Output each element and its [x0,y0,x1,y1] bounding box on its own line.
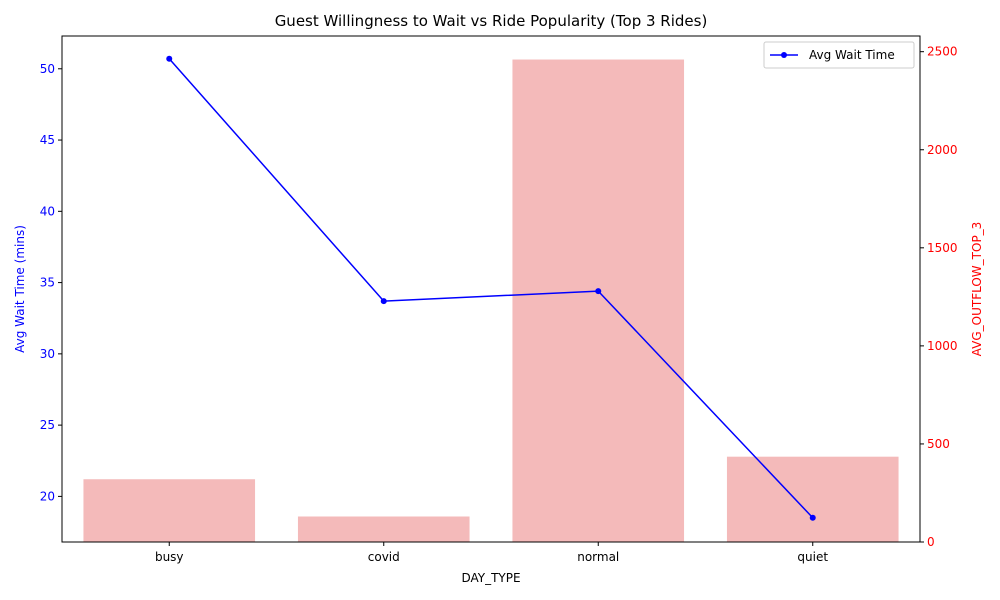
left-tick-label: 30 [40,347,55,361]
axes-layer: busy covid normal quiet20253035404550050010… [40,35,958,564]
right-tick-label: 500 [927,437,950,451]
right-tick-label: 1000 [927,339,958,353]
x-axis-label: DAY_TYPE [461,571,520,585]
legend-marker-swatch [781,52,787,58]
left-axis-label: Avg Wait Time (mins) [13,225,27,353]
left-tick-label: 20 [40,489,55,503]
right-tick-label: 2500 [927,45,958,59]
legend: Avg Wait Time [763,41,915,69]
right-tick-label: 2000 [927,143,958,157]
chart-title: Guest Willingness to Wait vs Ride Popula… [275,12,708,30]
x-tick-label: normal [577,550,619,564]
left-tick-label: 40 [40,204,55,218]
bar-quiet [726,456,899,542]
right-tick-label: 0 [927,535,935,549]
x-tick-label: busy [155,550,184,564]
x-tick-label: quiet [797,550,828,564]
wait-time-line [168,58,814,519]
wait-time-point-busy [166,55,173,62]
bar-covid [297,516,470,542]
right-tick-label: 1500 [927,241,958,255]
bar-busy [83,479,256,542]
right-axis-label: AVG_OUTFLOW_TOP_3 [970,222,984,357]
wait-time-point-covid [380,298,387,305]
left-tick-label: 50 [40,62,55,76]
line-layer [166,55,816,521]
bars-layer [83,59,899,543]
wait-time-point-quiet [809,514,816,521]
left-tick-label: 35 [40,276,55,290]
x-tick-label: covid [368,550,400,564]
legend-box [763,41,915,69]
left-tick-label: 45 [40,133,55,147]
legend-entry-label: Avg Wait Time [809,48,895,62]
left-tick-label: 25 [40,418,55,432]
plot-frame [61,35,921,543]
bar-normal [512,59,685,543]
wait-time-point-normal [595,288,602,295]
